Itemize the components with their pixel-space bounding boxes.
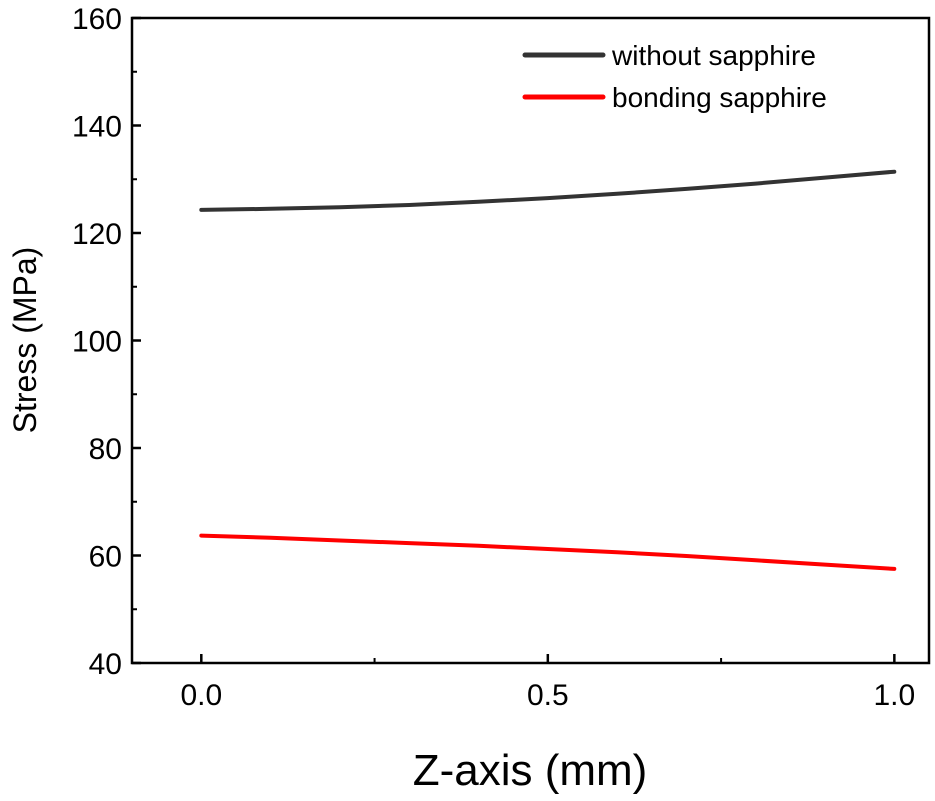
y-tick-label: 120 — [72, 218, 122, 251]
legend-label-2: bonding sapphire — [612, 82, 827, 113]
y-tick-label: 40 — [89, 648, 122, 681]
plot-frame — [130, 16, 931, 665]
legend: without sapphire bonding sapphire — [522, 40, 827, 113]
y-tick-label: 140 — [72, 111, 122, 144]
legend-label-1: without sapphire — [611, 40, 816, 71]
y-tick-label: 80 — [89, 433, 122, 466]
x-tick-label: 0.0 — [180, 679, 222, 712]
y-tick-label: 160 — [72, 3, 122, 36]
y-axis-title: Stress (MPa) — [7, 247, 43, 434]
series-layer — [199, 169, 897, 571]
y-tick-label: 100 — [72, 326, 122, 359]
x-tick-label: 0.5 — [527, 679, 569, 712]
series-line-2 — [199, 533, 897, 571]
ticks-layer: 40 60 80 100 120 140 160 0.0 0.5 1.0 — [72, 3, 915, 712]
x-axis-title: Z-axis (mm) — [413, 746, 648, 795]
x-tick-label: 1.0 — [873, 679, 915, 712]
y-tick-label: 60 — [89, 541, 122, 574]
series-line-1 — [199, 169, 897, 212]
